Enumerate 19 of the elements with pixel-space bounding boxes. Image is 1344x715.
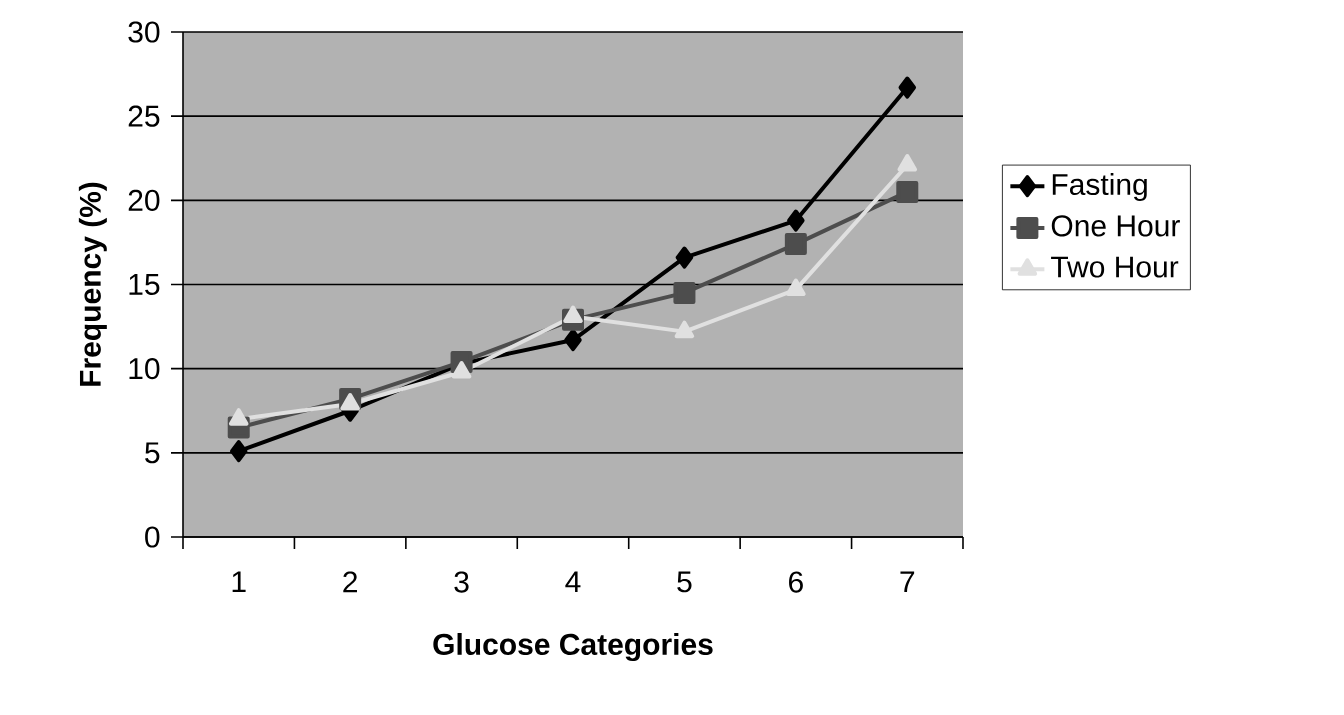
x-tick-label: 3 bbox=[454, 571, 469, 593]
y-tick-label: 5 bbox=[145, 442, 160, 464]
x-axis-title: Glucose Categories bbox=[433, 633, 713, 662]
y-tick-label: 10 bbox=[129, 358, 160, 380]
x-tick-label: 5 bbox=[677, 571, 692, 593]
x-tick-label: 6 bbox=[789, 571, 803, 593]
legend-label: Fasting bbox=[1052, 173, 1147, 201]
x-tick-label: 1 bbox=[232, 571, 246, 593]
y-tick-label: 20 bbox=[128, 189, 160, 211]
y-tick-label: 30 bbox=[128, 21, 160, 43]
y-tick-label: 25 bbox=[128, 105, 160, 127]
y-axis-title: Frequency (%) bbox=[78, 182, 107, 386]
legend-label: One Hour bbox=[1051, 215, 1180, 237]
x-tick-label: 4 bbox=[565, 571, 581, 593]
y-tick-label: 0 bbox=[145, 526, 160, 548]
x-tick-label: 7 bbox=[900, 571, 915, 593]
legend-label: Two Hour bbox=[1051, 256, 1179, 278]
x-tick-label: 2 bbox=[343, 571, 357, 593]
y-tick-label: 15 bbox=[129, 274, 160, 295]
